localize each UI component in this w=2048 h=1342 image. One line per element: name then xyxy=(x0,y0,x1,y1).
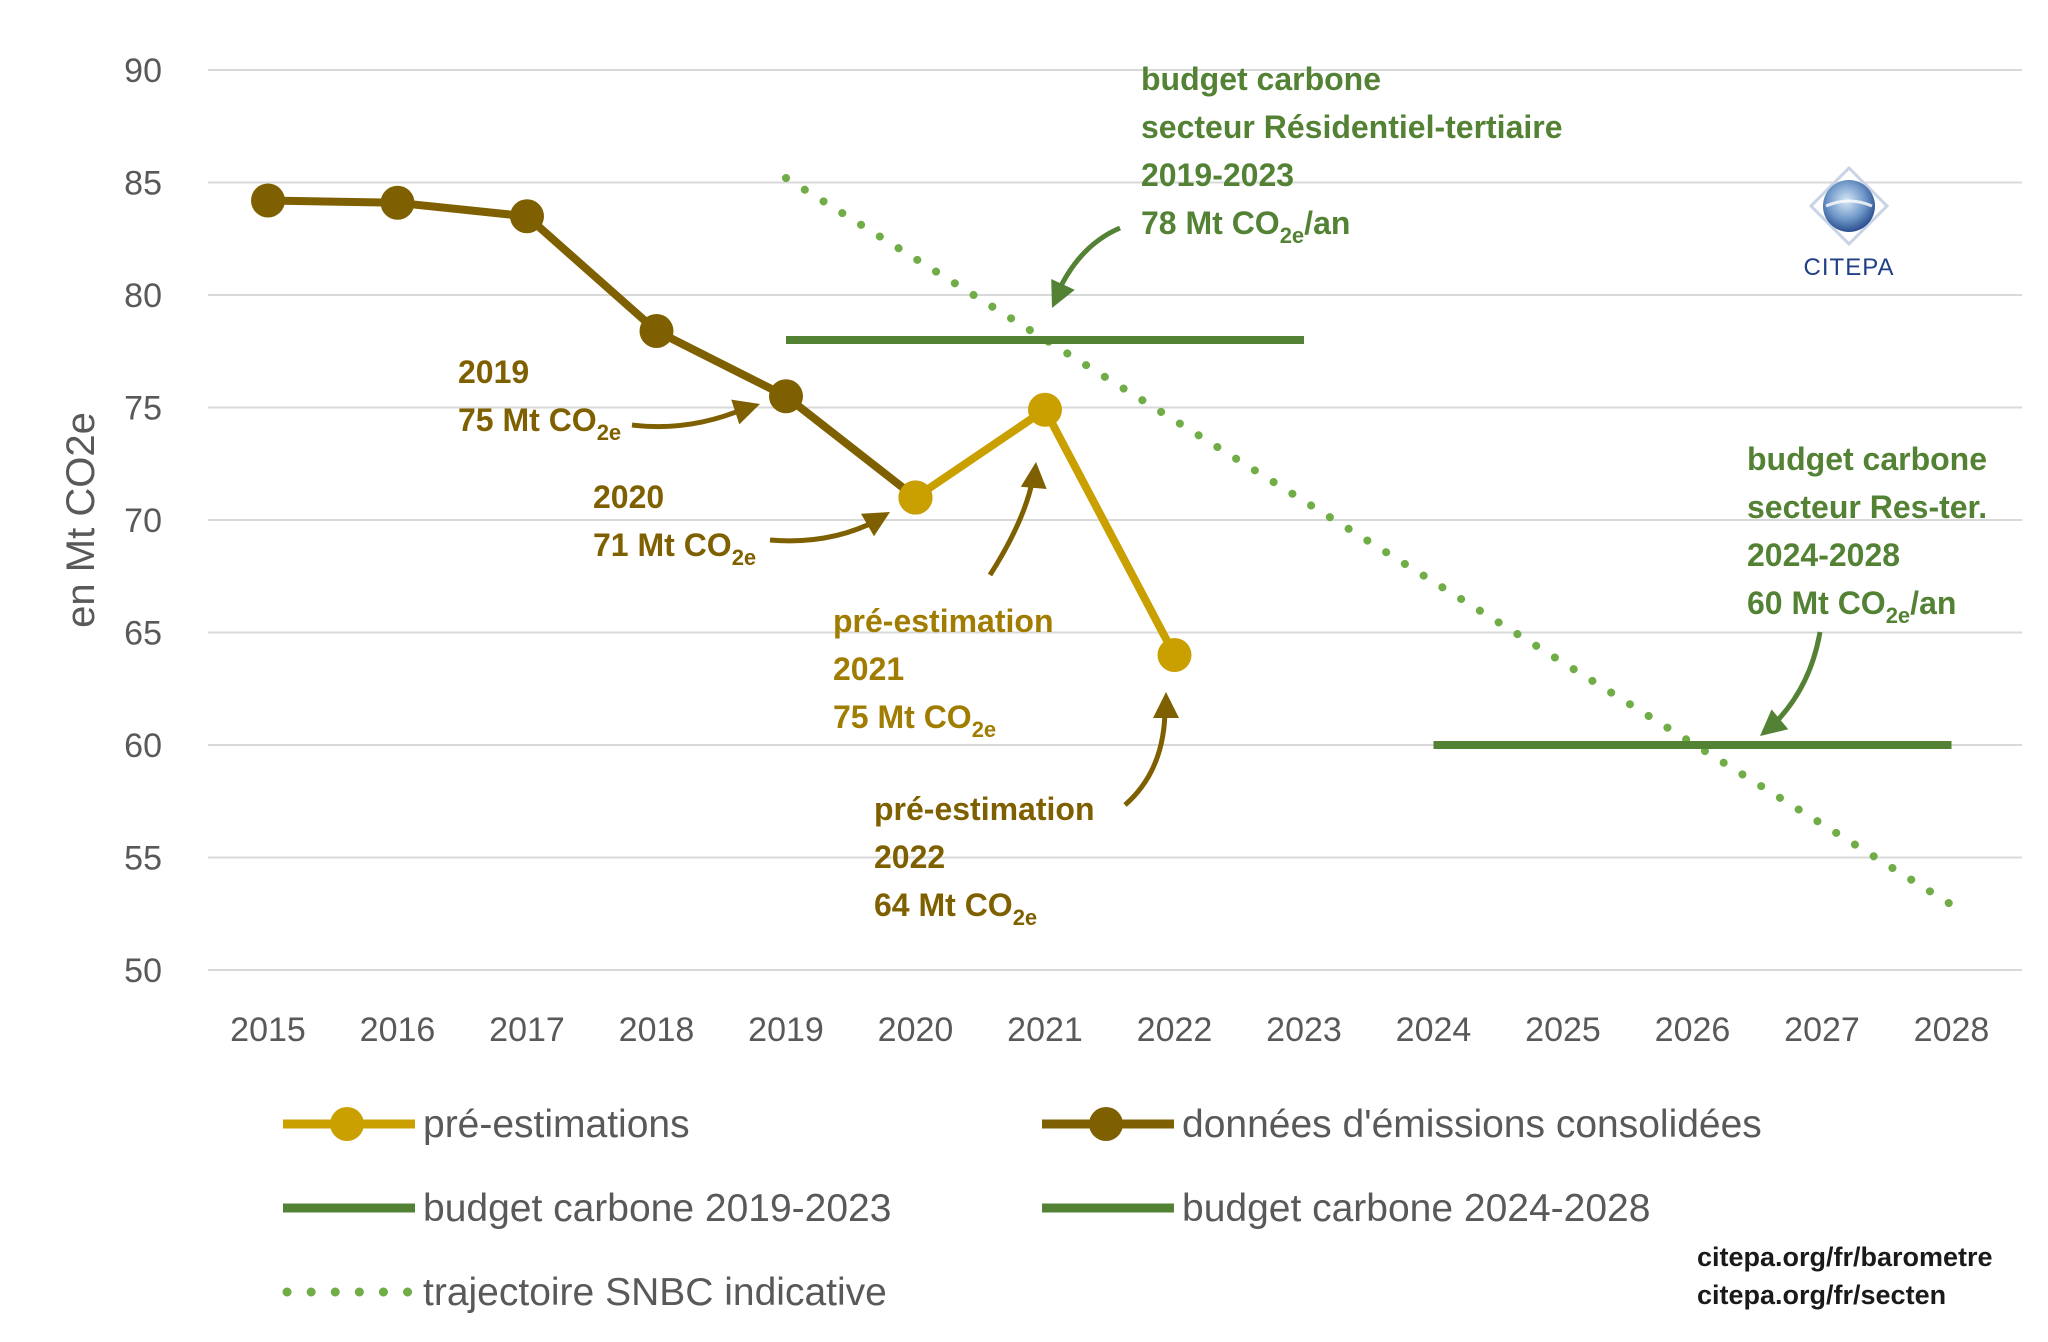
globe-icon xyxy=(1823,180,1875,232)
legend: pré-estimations données d'émissions conso… xyxy=(282,1103,1762,1314)
y-axis-label: en Mt CO2e xyxy=(59,412,103,628)
legend-item: budget carbone 2024-2028 xyxy=(1042,1187,1650,1230)
x-tick-label: 2017 xyxy=(489,1011,565,1049)
annotation-line: 2024-2028 xyxy=(1747,537,1900,573)
legend-label: budget carbone 2024-2028 xyxy=(1182,1187,1650,1230)
legend-marker xyxy=(1089,1107,1123,1141)
annotation-line: 2019 xyxy=(458,354,529,390)
series-donnees-d-emissions-consolidees xyxy=(267,196,918,501)
annotation-line: 2022 xyxy=(874,839,945,875)
y-tick-label: 50 xyxy=(124,952,162,990)
x-tick-label: 2021 xyxy=(1007,1011,1083,1049)
annotation-arrows xyxy=(631,225,1823,807)
annotation-label: budget carbone secteur Res-ter. 2024-2028 6… xyxy=(1747,441,1987,628)
legend-item: données d'émissions consolidées xyxy=(1042,1103,1762,1146)
annotation-arrow xyxy=(1055,225,1121,294)
y-tick-label: 85 xyxy=(124,165,162,203)
y-tick-label: 55 xyxy=(124,840,162,878)
annotation-label: pré-estimation 2022 64 Mt CO2e xyxy=(874,791,1094,930)
legend-item: budget carbone 2019-2023 xyxy=(283,1187,891,1230)
annotation-line: 75 Mt CO2e xyxy=(458,402,621,445)
series-group xyxy=(251,174,1956,909)
legend-marker xyxy=(330,1107,364,1141)
annotation-line: 78 Mt CO2e/an xyxy=(1141,205,1350,248)
arrow-head xyxy=(1760,709,1789,736)
legend-label: pré-estimations xyxy=(423,1103,690,1146)
source-link: citepa.org/fr/barometre xyxy=(1697,1242,1993,1272)
y-tick-label: 80 xyxy=(124,277,162,315)
annotation-label: 2019 75 Mt CO2e xyxy=(458,354,621,445)
legend-item: pré-estimations xyxy=(283,1103,690,1146)
x-tick-label: 2028 xyxy=(1914,1011,1990,1049)
data-point xyxy=(1157,638,1192,672)
globe-cloud xyxy=(1825,199,1873,208)
annotation-label: 2020 71 Mt CO2e xyxy=(593,479,756,570)
annotation-line: 2019-2023 xyxy=(1141,157,1294,193)
x-tick-label: 2027 xyxy=(1784,1011,1860,1049)
data-point xyxy=(898,480,933,515)
y-tick-label: 75 xyxy=(124,390,162,428)
annotation-line: pré-estimation xyxy=(874,791,1094,827)
legend-item: trajectoire SNBC indicative xyxy=(282,1271,887,1314)
arrow-head xyxy=(860,512,890,537)
data-point xyxy=(639,314,674,348)
x-tick-label: 2019 xyxy=(748,1011,824,1049)
annotation-line: secteur Res-ter. xyxy=(1747,489,1987,525)
annotation-line: 71 Mt CO2e xyxy=(593,527,756,570)
x-tick-labels: 2015 2016 2017 2018 2019 2020 2021 2022 2023 2024… xyxy=(230,1011,1989,1049)
annotation-arrow xyxy=(987,477,1036,577)
annotation-arrow xyxy=(1768,631,1823,730)
y-tick-labels: 90 85 80 75 70 65 60 55 50 xyxy=(124,52,162,990)
x-tick-label: 2023 xyxy=(1266,1011,1342,1049)
x-tick-label: 2026 xyxy=(1655,1011,1731,1049)
source-links: citepa.org/fr/barometre citepa.org/fr/sec… xyxy=(1697,1242,1993,1310)
annotation-line: budget carbone xyxy=(1747,441,1987,477)
annotation-line: 75 Mt CO2e xyxy=(833,699,996,742)
annotation-line: budget carbone xyxy=(1141,61,1381,97)
annotation-line: 2020 xyxy=(593,479,664,515)
legend-label: budget carbone 2019-2023 xyxy=(423,1187,891,1230)
data-point xyxy=(251,183,285,218)
annotation-line: secteur Résidentiel-tertiaire xyxy=(1141,109,1563,145)
annotation-arrow xyxy=(769,517,880,544)
y-tick-label: 65 xyxy=(124,615,162,653)
data-point xyxy=(1028,392,1062,427)
annotation-line: 64 Mt CO2e xyxy=(874,887,1037,930)
annotation-arrow xyxy=(631,405,747,430)
annotation-arrow xyxy=(1123,707,1168,807)
y-tick-label: 70 xyxy=(124,502,162,540)
x-tick-label: 2016 xyxy=(360,1011,436,1049)
annotation-line: 60 Mt CO2e/an xyxy=(1747,585,1956,628)
arrow-head xyxy=(731,399,760,425)
y-tick-label: 60 xyxy=(124,727,162,765)
annotation-label: budget carbone secteur Résidentiel-tertia… xyxy=(1141,61,1563,248)
x-tick-label: 2015 xyxy=(230,1011,306,1049)
data-point xyxy=(769,379,803,414)
legend-label: trajectoire SNBC indicative xyxy=(423,1271,887,1314)
x-tick-label: 2022 xyxy=(1137,1011,1213,1049)
legend-label: données d'émissions consolidées xyxy=(1182,1103,1762,1146)
arrow-head xyxy=(1020,462,1047,490)
source-link: citepa.org/fr/secten xyxy=(1697,1280,1946,1310)
data-point xyxy=(510,199,544,234)
annotation-line: pré-estimation xyxy=(833,603,1053,639)
logo-text: CITEPA xyxy=(1804,254,1895,281)
series-trajectoire-snbc-indicative xyxy=(782,174,1956,909)
logo-diamond xyxy=(1808,165,1890,247)
x-tick-label: 2020 xyxy=(878,1011,954,1049)
arrow-head xyxy=(1051,278,1075,308)
arrow-head xyxy=(1153,692,1179,718)
annotation-line: 2021 xyxy=(833,651,904,687)
y-tick-label: 90 xyxy=(124,52,162,90)
annotations: 2019 75 Mt CO2e 2020 71 Mt CO2e pré-estimati… xyxy=(458,61,1987,930)
x-tick-label: 2018 xyxy=(619,1011,695,1049)
x-tick-label: 2024 xyxy=(1396,1011,1472,1049)
data-point xyxy=(380,185,415,220)
citepa-logo: CITEPA xyxy=(1804,165,1895,281)
gridlines xyxy=(208,69,2022,971)
x-tick-label: 2025 xyxy=(1525,1011,1601,1049)
annotation-label: pré-estimation 2021 75 Mt CO2e xyxy=(833,603,1053,742)
